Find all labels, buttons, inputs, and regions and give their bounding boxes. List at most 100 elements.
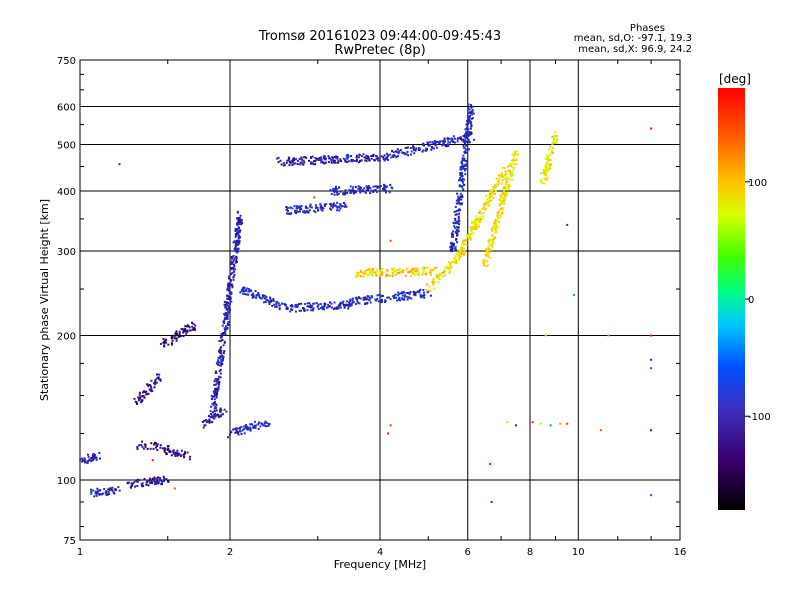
colorbar-label: [deg] bbox=[719, 72, 751, 86]
data-point bbox=[474, 218, 477, 221]
data-point bbox=[165, 452, 168, 454]
data-point bbox=[495, 177, 498, 180]
data-point bbox=[388, 191, 391, 194]
data-point bbox=[170, 454, 173, 457]
data-point bbox=[220, 360, 223, 363]
data-point bbox=[218, 340, 221, 342]
data-point bbox=[238, 220, 241, 223]
data-point bbox=[202, 426, 205, 429]
data-point bbox=[320, 206, 323, 209]
data-point bbox=[468, 131, 471, 134]
data-point bbox=[551, 136, 554, 139]
data-point bbox=[406, 267, 409, 270]
data-point bbox=[340, 301, 343, 304]
data-point bbox=[217, 413, 219, 416]
data-point bbox=[339, 306, 342, 309]
data-point bbox=[151, 477, 154, 480]
data-point bbox=[365, 154, 368, 157]
x-tick-label: 4 bbox=[377, 547, 383, 558]
data-point bbox=[337, 161, 339, 164]
data-point bbox=[234, 245, 237, 248]
data-point bbox=[150, 442, 153, 445]
data-point bbox=[232, 266, 235, 269]
data-point bbox=[224, 316, 227, 319]
data-point bbox=[319, 206, 322, 209]
data-point bbox=[470, 222, 473, 225]
data-point bbox=[464, 168, 466, 171]
data-point bbox=[339, 207, 342, 210]
data-point bbox=[107, 488, 110, 491]
data-point bbox=[337, 206, 340, 209]
data-point bbox=[334, 189, 337, 192]
data-point bbox=[296, 207, 299, 210]
data-point bbox=[218, 357, 221, 359]
data-point bbox=[399, 299, 402, 302]
data-point bbox=[214, 414, 217, 416]
data-point bbox=[222, 358, 224, 361]
data-point bbox=[509, 173, 512, 175]
data-point bbox=[228, 288, 230, 290]
data-point bbox=[484, 209, 487, 211]
data-point bbox=[429, 144, 431, 147]
data-point bbox=[418, 271, 420, 274]
data-point bbox=[505, 183, 508, 186]
data-point bbox=[412, 146, 415, 149]
data-point bbox=[188, 458, 191, 461]
data-point bbox=[507, 186, 510, 189]
data-point bbox=[498, 173, 501, 176]
data-point bbox=[469, 122, 472, 125]
data-point bbox=[404, 146, 407, 149]
data-point bbox=[138, 444, 141, 447]
data-point bbox=[502, 203, 505, 206]
data-point bbox=[87, 460, 90, 463]
data-point bbox=[366, 157, 369, 160]
data-point bbox=[544, 166, 547, 169]
data-point bbox=[112, 491, 115, 494]
data-point bbox=[238, 427, 241, 430]
data-point bbox=[356, 300, 359, 303]
data-point bbox=[336, 209, 339, 212]
data-point bbox=[472, 221, 475, 224]
data-point bbox=[483, 207, 486, 210]
data-point bbox=[185, 332, 188, 335]
data-point bbox=[159, 342, 162, 345]
data-point bbox=[296, 163, 299, 165]
data-point bbox=[392, 151, 395, 154]
data-point bbox=[351, 298, 354, 301]
data-point bbox=[543, 171, 546, 174]
data-point bbox=[134, 485, 137, 488]
data-point bbox=[458, 250, 461, 253]
data-point bbox=[234, 228, 237, 231]
data-point bbox=[154, 442, 156, 444]
data-point bbox=[407, 154, 410, 157]
data-point bbox=[431, 281, 434, 284]
data-point bbox=[308, 159, 310, 162]
data-point bbox=[223, 300, 226, 303]
data-point bbox=[136, 485, 139, 487]
data-point bbox=[230, 291, 233, 294]
data-point bbox=[371, 296, 373, 299]
data-point bbox=[470, 106, 473, 109]
data-point bbox=[511, 178, 514, 181]
data-point bbox=[143, 396, 146, 399]
data-point bbox=[382, 188, 385, 191]
data-point bbox=[236, 221, 239, 224]
data-point bbox=[491, 194, 494, 197]
data-point bbox=[556, 140, 558, 142]
data-point bbox=[159, 444, 162, 447]
data-point bbox=[359, 159, 361, 162]
data-point bbox=[350, 160, 353, 163]
data-point bbox=[145, 393, 148, 396]
data-point bbox=[223, 318, 226, 321]
data-point bbox=[428, 285, 431, 288]
data-point bbox=[134, 400, 137, 403]
data-point bbox=[426, 266, 429, 269]
data-point bbox=[491, 240, 494, 243]
data-point bbox=[455, 202, 458, 205]
data-point bbox=[401, 298, 404, 301]
data-point bbox=[336, 191, 339, 194]
data-point bbox=[229, 279, 232, 281]
data-point bbox=[298, 309, 301, 312]
data-point bbox=[253, 424, 256, 427]
data-point bbox=[159, 446, 162, 449]
